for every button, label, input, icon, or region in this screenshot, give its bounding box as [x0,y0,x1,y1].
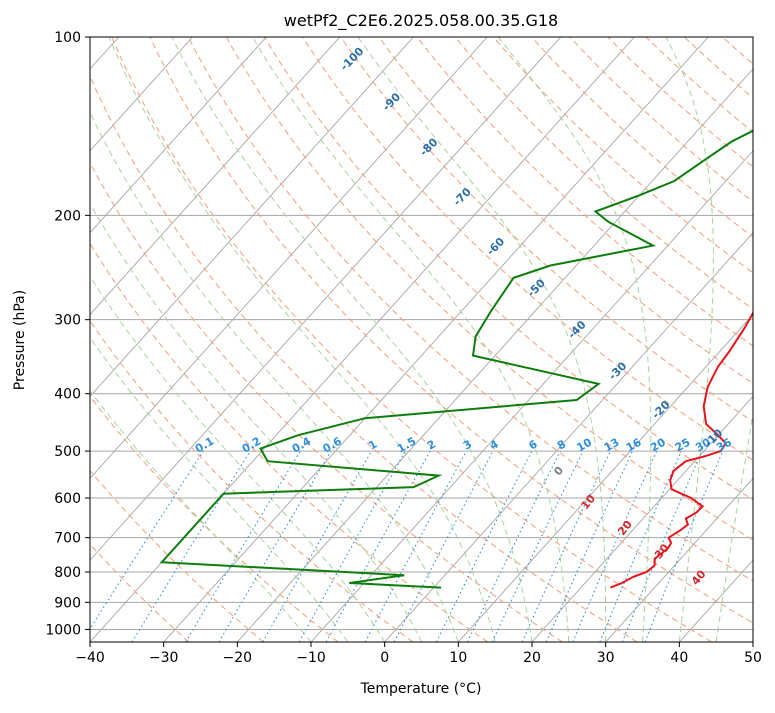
dry-adiabat-line [0,37,413,642]
y-tick-label: 300 [54,313,81,329]
mixing-ratio-label: 1 [366,438,379,453]
mixing-ratio-label: 0.2 [240,435,263,456]
moist-adiabat-label: -40 [565,318,588,341]
moist-adiabat-label: -90 [380,90,403,113]
mixing-ratio-line [82,451,204,642]
y-tick-label: 700 [54,531,81,547]
y-tick-label: 100 [54,30,81,46]
isotherm-line [385,37,775,642]
y-tick-label: 800 [54,565,81,581]
moist-adiabat-line [716,37,775,642]
moist-adiabat-label: -60 [484,235,507,258]
isotherm-line [458,37,775,642]
y-tick-label: 600 [54,491,81,507]
dry-adiabat-line [0,37,264,642]
moist-adiabat-line [109,37,495,642]
mixing-ratio-label: 1.5 [395,435,418,456]
isotherm-line [0,37,414,642]
dry-adiabat-label: 20 [615,518,635,538]
mixing-ratio-label: 10 [574,435,594,454]
dry-adiabat-line [417,37,775,642]
moist-adiabat-label: -30 [606,359,629,382]
temperature-trace [610,37,775,588]
moist-adiabat-line [0,131,311,642]
mixing-ratio-line [186,451,300,642]
x-tick-label: 30 [597,650,615,666]
dry-adiabat-line [150,37,775,642]
y-tick-label: 900 [54,595,81,611]
moist-adiabat-line [22,53,422,642]
mixing-ratio-label: 16 [624,435,644,454]
dewpoint-trace [162,37,775,588]
dry-adiabat-line [455,37,775,642]
y-axis: 100 200 300 400 500 600 700 800 900 1000 [45,30,90,638]
isotherm-line [164,37,709,642]
mixing-ratio-line [132,451,250,642]
mixing-ratio-line [468,451,561,642]
x-tick-label: −40 [75,650,105,666]
x-tick-label: −20 [223,650,253,666]
y-tick-label: 1000 [45,622,81,638]
moist-adiabat-label: -80 [417,135,440,158]
dry-adiabat-line [761,37,775,642]
y-tick-label: 400 [54,387,81,403]
x-tick-label: 10 [449,650,467,666]
mixing-ratio-label: 2 [425,438,438,453]
mixing-ratio-label: 4 [488,437,501,452]
x-tick-label: 20 [523,650,541,666]
x-tick-label: −30 [149,650,179,666]
dry-adiabat-label: 10 [578,492,598,512]
moist-adiabat-label: -20 [649,398,672,421]
dry-adiabat-label: 0 [551,464,566,478]
mixing-ratio-label: 3 [461,438,474,453]
isotherm-line [679,37,775,642]
x-tick-label: 0 [380,650,389,666]
mixing-ratio-line [573,451,657,642]
isotherm-line [753,37,775,642]
mixing-ratio-line [546,451,632,642]
x-axis: −40 −30 −20 −10 0 10 20 30 40 50 [75,642,762,666]
moist-adiabat-label: -100 [338,44,367,73]
mixing-ratio-label: 6 [526,437,539,452]
y-tick-label: 500 [54,444,81,460]
mixing-ratio-line [492,451,583,642]
x-axis-label: Temperature (°C) [360,681,482,697]
dry-adiabat-line [608,37,775,642]
mixing-ratio-line [299,451,405,642]
mixing-ratio-label: 0.1 [193,435,216,456]
x-tick-label: 50 [744,650,762,666]
dry-adiabat-line [0,37,189,642]
mixing-ratio-label: 25 [673,436,693,455]
dry-adiabat-label: 40 [689,567,709,587]
moist-adiabat-line [172,37,532,642]
dry-adiabat-line [0,37,338,642]
mixing-ratio-line [365,451,466,642]
y-tick-label: 200 [54,208,81,224]
mixing-ratio-line [263,451,372,642]
mixing-ratio-line [326,451,430,642]
moist-adiabat-label: -70 [451,185,474,208]
moist-adiabat-label: -50 [525,276,548,299]
chart-title: wetPf2_C2E6.2025.058.00.35.G18 [284,11,558,31]
dry-adiabat-line [265,37,775,642]
x-tick-label: −10 [296,650,326,666]
dry-adiabat-line [379,37,775,642]
x-tick-label: 40 [670,650,688,666]
moist-adiabat-line [0,82,385,642]
y-axis-label: Pressure (hPa) [12,290,28,390]
mixing-ratio-label: 0.6 [321,434,345,455]
dry-adiabat-line [493,37,775,642]
